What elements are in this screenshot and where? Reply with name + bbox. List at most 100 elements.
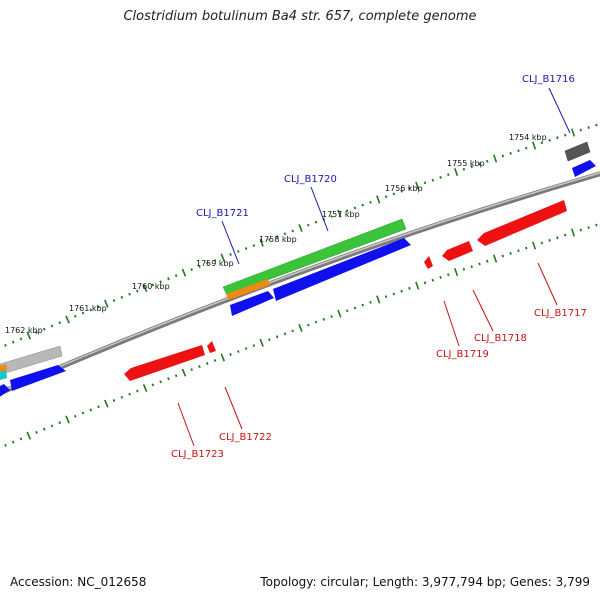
inner-tick-minor [361, 303, 364, 307]
outer-tick-major [571, 128, 576, 137]
inner-tick-minor [97, 405, 100, 409]
inner-tick-minor [229, 353, 232, 356]
inner-tick-minor [563, 233, 567, 237]
inner-tick-major [298, 324, 303, 332]
inner-tick-major [259, 338, 264, 347]
outer-tick-major [65, 315, 70, 324]
outer-tick-major [454, 167, 459, 177]
outer-tick-major [181, 268, 187, 277]
inner-tick-minor [4, 443, 7, 447]
outer-tick-minor [136, 289, 139, 293]
gene-label-clj-b1723[interactable]: CLJ_B1723 [171, 449, 224, 460]
inner-tick-minor [213, 359, 217, 362]
outer-tick-minor [252, 244, 256, 248]
outer-tick-minor [595, 123, 598, 127]
leader-clj-b1720 [310, 186, 329, 232]
gene-label-clj-b1718[interactable]: CLJ_B1718 [474, 333, 527, 344]
inner-tick-minor [595, 223, 598, 227]
outer-tick-minor [35, 330, 38, 334]
outer-tick-minor [291, 229, 294, 233]
leader-clj-b1723 [177, 402, 195, 447]
inner-tick-minor [439, 276, 442, 279]
gene-blue-clj-b1720 [273, 238, 411, 301]
inner-tick-minor [291, 329, 294, 333]
inner-tick-minor [478, 262, 481, 266]
outer-tick-minor [384, 195, 388, 199]
inner-tick-minor [587, 226, 590, 229]
outer-tick-minor [439, 176, 442, 179]
kbp-label-1754: 1754 kbp [509, 133, 547, 142]
gene-red-clj-b1718 [442, 241, 473, 261]
kbp-label-1757: 1757 kbp [322, 210, 360, 219]
outer-tick-minor [470, 165, 473, 169]
inner-tick-minor [89, 408, 93, 412]
forward-strand-genes [0, 141, 596, 397]
outer-tick-minor [237, 250, 240, 253]
inner-tick-minor [136, 389, 139, 393]
leader-clj-b1721 [221, 220, 240, 265]
gene-label-clj-b1716[interactable]: CLJ_B1716 [522, 74, 575, 85]
inner-tick-major [376, 295, 381, 304]
leader-clj-b1718 [472, 289, 494, 332]
inner-tick-major [415, 281, 420, 290]
outer-tick-minor [307, 223, 310, 227]
inner-tick-minor [509, 251, 512, 255]
outer-tick-minor [556, 136, 559, 140]
outer-tick-ring [4, 123, 598, 347]
kbp-label-1756: 1756 kbp [385, 184, 423, 193]
inner-tick-minor [167, 377, 170, 381]
outer-tick-minor [97, 305, 100, 309]
inner-tick-minor [423, 281, 427, 285]
inner-tick-ring [4, 223, 598, 447]
inner-tick-minor [11, 440, 15, 444]
outer-tick-minor [42, 327, 46, 331]
inner-tick-minor [35, 430, 38, 434]
outer-tick-minor [283, 232, 287, 236]
inner-tick-minor [548, 238, 551, 242]
outer-tick-major [142, 283, 148, 293]
gene-label-clj-b1722[interactable]: CLJ_B1722 [219, 432, 272, 443]
inner-tick-major [104, 399, 109, 408]
outer-tick-minor [478, 162, 481, 166]
kbp-label-1760: 1760 kbp [132, 282, 170, 291]
gene-label-clj-b1719[interactable]: CLJ_B1719 [436, 349, 489, 360]
inner-tick-minor [579, 228, 583, 232]
inner-tick-minor [268, 338, 271, 342]
inner-tick-minor [237, 350, 240, 353]
gene-label-clj-b1720[interactable]: CLJ_B1720 [284, 174, 337, 185]
inner-tick-minor [120, 395, 124, 399]
gene-green-clj-b1720 [222, 218, 407, 296]
outer-tick-minor [120, 295, 124, 299]
gene-blue-left-1 [10, 365, 66, 391]
outer-tick-minor [4, 343, 7, 347]
gene-label-clj-b1717[interactable]: CLJ_B1717 [534, 308, 587, 319]
outer-tick-minor [73, 314, 77, 318]
inner-tick-minor [58, 421, 62, 425]
inner-tick-minor [314, 320, 318, 324]
inner-tick-minor [73, 414, 77, 418]
outer-tick-minor [190, 268, 193, 272]
outer-tick-minor [563, 133, 567, 137]
genome-summary-text: Topology: circular; Length: 3,977,794 bp… [260, 575, 590, 589]
inner-tick-minor [525, 246, 528, 250]
inner-tick-minor [462, 267, 466, 271]
inner-tick-major [220, 353, 225, 362]
outer-tick-minor [345, 209, 349, 213]
outer-tick-minor [58, 321, 62, 325]
kbp-label-1758: 1758 kbp [259, 235, 297, 244]
inner-tick-minor [283, 332, 287, 336]
inner-tick-minor [42, 427, 46, 431]
gene-red-clj-b1717 [477, 200, 567, 246]
inner-tick-minor [198, 365, 201, 369]
outer-tick-major [220, 253, 225, 262]
outer-tick-minor [50, 324, 54, 328]
outer-tick-minor [275, 235, 279, 239]
inner-tick-minor [431, 278, 435, 282]
inner-tick-minor [517, 249, 520, 253]
gene-label-clj-b1721[interactable]: CLJ_B1721 [196, 208, 249, 219]
inner-tick-minor [470, 265, 473, 269]
inner-tick-minor [151, 383, 155, 387]
inner-tick-minor [252, 344, 256, 348]
outer-tick-minor [517, 149, 520, 153]
outer-tick-minor [213, 259, 217, 262]
